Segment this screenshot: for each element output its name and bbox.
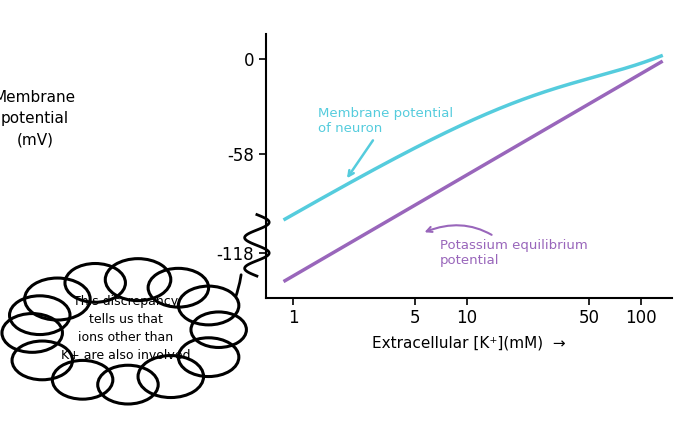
Circle shape bbox=[98, 365, 158, 404]
Circle shape bbox=[52, 360, 113, 399]
Circle shape bbox=[191, 312, 246, 348]
Circle shape bbox=[25, 278, 90, 320]
Circle shape bbox=[148, 268, 209, 307]
Circle shape bbox=[12, 341, 73, 380]
Circle shape bbox=[138, 356, 204, 397]
Circle shape bbox=[10, 296, 70, 334]
Circle shape bbox=[178, 286, 239, 325]
Circle shape bbox=[105, 259, 171, 300]
Circle shape bbox=[65, 264, 125, 302]
Ellipse shape bbox=[35, 278, 216, 378]
Text: Potassium equilibrium
potential: Potassium equilibrium potential bbox=[427, 225, 588, 267]
X-axis label: Extracellular [K⁺](mM)  →: Extracellular [K⁺](mM) → bbox=[372, 336, 566, 351]
Circle shape bbox=[178, 338, 239, 377]
Circle shape bbox=[2, 314, 62, 352]
Text: This discrepancy
tells us that
ions other than
K+ are also involved: This discrepancy tells us that ions othe… bbox=[61, 295, 190, 362]
Text: Membrane
potential
(mV): Membrane potential (mV) bbox=[0, 91, 76, 147]
Text: Membrane potential
of neuron: Membrane potential of neuron bbox=[318, 107, 454, 176]
